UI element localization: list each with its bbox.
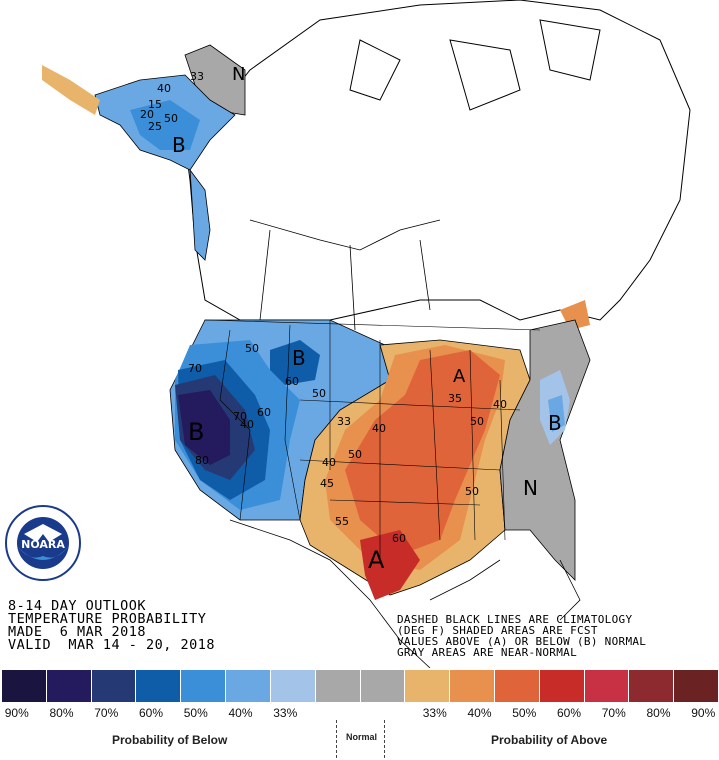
outlook-made-date: MADE 6 MAR 2018	[8, 624, 147, 640]
west-blue-80	[178, 390, 230, 465]
legend-percent: 90%	[4, 706, 29, 720]
north-blue-60	[270, 340, 320, 385]
legend-percent: 50%	[512, 706, 537, 720]
east-orange-60	[345, 350, 500, 555]
alaska-orange	[42, 65, 100, 115]
map-notes: DASHED BLACK LINES ARE CLIMATOLOGY (DEG …	[397, 614, 646, 658]
label-b-north: B	[292, 346, 306, 370]
alaska-blue-dark	[130, 100, 200, 150]
contour-label: 40	[157, 82, 171, 95]
noaa-logo-text: NOARA	[21, 538, 65, 551]
legend-swatches	[2, 670, 718, 702]
contour-label: 40	[372, 422, 386, 435]
label-b-alaska: B	[172, 133, 186, 157]
notes-line: (DEG F) SHADED AREAS ARE FCST	[397, 624, 598, 637]
contour-label: 70	[233, 410, 247, 423]
legend-percent: 50%	[183, 706, 208, 720]
contour-label: 50	[348, 448, 362, 461]
legend-swatch	[629, 670, 675, 702]
caption-below: Probability of Below	[112, 733, 228, 747]
contour-label: 60	[285, 375, 299, 388]
label-b-east: B	[548, 411, 562, 435]
probability-legend: 90% 80% 70% 60% 50% 40% 33% 33% 40% 50% 60% 70% 80% 9…	[0, 670, 719, 760]
legend-percent: 40%	[228, 706, 253, 720]
contour-label: 50	[470, 415, 484, 428]
legend-percent: 80%	[49, 706, 74, 720]
label-n-east: N	[523, 476, 538, 500]
alaska-panhandle	[189, 168, 211, 261]
legend-swatch	[315, 670, 361, 702]
contour-label: 50	[245, 342, 259, 355]
label-b-west: B	[188, 418, 204, 446]
contour-label: 70	[188, 362, 202, 375]
legend-percent: 60%	[138, 706, 163, 720]
legend-swatch	[181, 670, 227, 702]
outlook-title: 8-14 DAY OUTLOOK	[8, 598, 147, 614]
legend-percent: 70%	[601, 706, 626, 720]
contour-label: 50	[312, 387, 326, 400]
label-a-lakes: A	[453, 366, 466, 387]
legend-percent-spacer	[315, 706, 360, 720]
legend-swatch	[584, 670, 630, 702]
contour-label: 55	[335, 515, 349, 528]
legend-percent: 60%	[557, 706, 582, 720]
contour-label: 25	[148, 120, 162, 133]
texas-red-70	[360, 530, 420, 600]
normal-divider-left	[336, 720, 337, 758]
contour-label: 60	[392, 532, 406, 545]
legend-percent-spacer	[360, 706, 405, 720]
legend-percent: 33%	[422, 706, 447, 720]
contour-label: 40	[493, 398, 507, 411]
label-n-alaska: N	[232, 64, 245, 85]
contour-label: 40	[322, 456, 336, 469]
contour-label: 35	[448, 392, 462, 405]
caption-normal: Normal	[346, 732, 378, 742]
contour-label: 33	[337, 415, 351, 428]
contour-label: 33	[190, 70, 204, 83]
outlook-info: 8-14 DAY OUTLOOK TEMPERATURE PROBABILITY…	[8, 598, 216, 653]
notes-line: VALUES ABOVE (A) OR BELOW (B) NORMAL	[397, 635, 647, 648]
contour-label: 45	[320, 477, 334, 490]
legend-percentages: 90% 80% 70% 60% 50% 40% 33% 33% 40% 50% 60% 70% 80% 9…	[2, 706, 718, 720]
legend-swatch	[226, 670, 271, 702]
contour-label: 40	[240, 418, 254, 431]
outlook-map: B B B B A A N N 80 70 70 60 60 60 50 50 …	[42, 0, 691, 668]
noaa-logo: NOARA	[5, 505, 81, 581]
legend-swatch	[405, 670, 451, 702]
legend-swatch	[136, 670, 182, 702]
contour-label: 50	[164, 112, 178, 125]
east-blue-dark	[548, 395, 565, 432]
legend-swatch	[674, 670, 718, 702]
contour-label: 15	[148, 98, 162, 111]
legend-swatch	[91, 670, 137, 702]
legend-percent: 70%	[94, 706, 119, 720]
contour-label: 60	[257, 406, 271, 419]
legend-swatch	[494, 670, 540, 702]
contour-label: 80	[195, 454, 209, 467]
legend-swatch	[270, 670, 316, 702]
legend-swatch	[450, 670, 495, 702]
legend-swatch	[360, 670, 406, 702]
notes-line: GRAY AREAS ARE NEAR-NORMAL	[397, 646, 577, 659]
legend-percent: 33%	[273, 706, 298, 720]
legend-swatch	[539, 670, 585, 702]
legend-percent: 90%	[691, 706, 716, 720]
notes-line: DASHED BLACK LINES ARE CLIMATOLOGY	[397, 613, 633, 626]
legend-percent: 80%	[646, 706, 671, 720]
label-a-texas: A	[368, 546, 385, 574]
contour-label: 20	[140, 108, 154, 121]
caption-above: Probability of Above	[491, 733, 608, 747]
legend-swatch	[46, 670, 92, 702]
legend-percent: 40%	[467, 706, 492, 720]
outlook-valid-range: VALID MAR 14 - 20, 2018	[8, 637, 216, 653]
outlook-subtitle: TEMPERATURE PROBABILITY	[8, 611, 207, 627]
canada-region	[185, 0, 691, 321]
normal-divider-right	[384, 720, 385, 758]
contour-label: 50	[465, 485, 479, 498]
legend-swatch	[2, 670, 47, 702]
